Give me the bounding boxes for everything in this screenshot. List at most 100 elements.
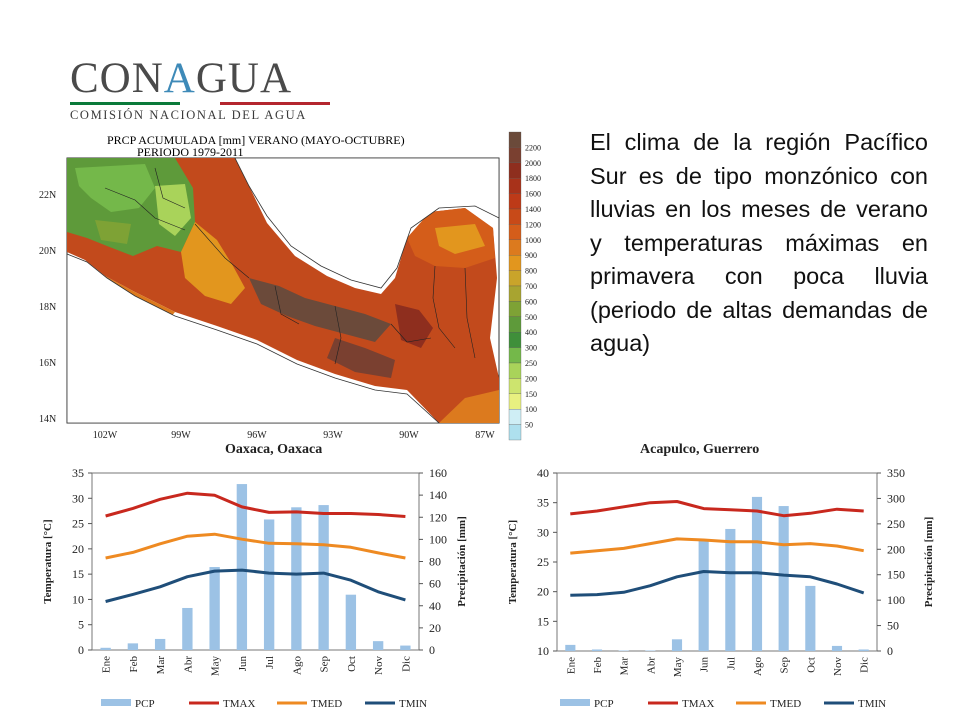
right-tick-label: 120 (429, 510, 447, 524)
lat-label: 14N (39, 414, 56, 425)
pcp-bar (778, 506, 789, 651)
pcp-bar (345, 594, 357, 650)
colorbar-swatch (508, 424, 522, 441)
colorbar-swatch (508, 332, 522, 348)
legend-label: TMAX (223, 698, 255, 710)
category-label: Ago (752, 657, 764, 676)
legend-label: TMED (311, 698, 342, 710)
colorbar-swatch (508, 239, 522, 256)
lon-label: 102W (93, 430, 118, 441)
map-title-line1: PRCP ACUMULADA [mm] VERANO (MAYO-OCTUBRE… (107, 133, 405, 147)
category-label: Feb (128, 656, 140, 673)
lon-label: 90W (399, 430, 419, 441)
pcp-bar (645, 650, 656, 651)
category-label: Nov (373, 656, 385, 675)
pcp-bar (372, 641, 384, 650)
longitude-labels: 102W 99W 96W 93W 90W 87W (93, 430, 496, 441)
logo-wordmark: CONAGUA (70, 55, 293, 102)
tmax-line (105, 491, 406, 518)
left-tick-label: 20 (72, 542, 84, 556)
pcp-bar (209, 567, 220, 650)
left-tick-label: 25 (72, 517, 84, 531)
lat-label: 18N (39, 302, 56, 313)
pcp-bar (100, 647, 111, 650)
legend-label: PCP (594, 698, 614, 710)
pcp-bar (618, 650, 629, 651)
lon-label: 99W (171, 430, 191, 441)
colorbar-label: 500 (525, 313, 537, 322)
category-label: Nov (832, 657, 844, 676)
left-tick-label: 35 (72, 466, 84, 480)
category-label: May (672, 657, 684, 678)
right-tick-label: 60 (429, 577, 441, 591)
colorbar-label: 1600 (525, 190, 541, 199)
right-tick-label: 160 (429, 466, 447, 480)
left-tick-label: 15 (72, 567, 84, 581)
category-label: Sep (319, 656, 331, 673)
pcp-bar (591, 649, 603, 651)
chart-title: Acapulco, Guerrero (640, 442, 760, 457)
left-tick-label: 0 (78, 643, 84, 657)
chart-svg: 10 15 20 25 30 35 40 0 50 100 150 200 250 300 350 Ene Fe… (507, 466, 935, 710)
left-tick-label: 35 (537, 496, 549, 510)
left-tick-label: 10 (72, 592, 84, 606)
right-tick-label: 0 (429, 643, 435, 657)
pcp-bar (671, 639, 683, 651)
right-tick-label: 100 (429, 532, 447, 546)
colorbar-swatch (508, 208, 522, 225)
colorbar-swatch (508, 270, 522, 287)
colorbar-label: 300 (525, 344, 537, 353)
legend-label: PCP (135, 698, 155, 710)
colorbar-swatch (508, 393, 522, 410)
tmin-line (105, 568, 406, 603)
latitude-labels: 22N 20N 18N 16N 14N (39, 190, 56, 425)
right-tick-label: 100 (887, 593, 905, 607)
colorbar-swatch (508, 285, 522, 302)
category-label: Dic (400, 656, 412, 672)
category-label: Jun (699, 657, 711, 673)
right-tick-label: 250 (887, 517, 905, 531)
right-tick-label: 50 (887, 619, 899, 633)
pcp-bar (236, 484, 248, 650)
tmed-line (570, 537, 864, 555)
map-title-line2: PERIODO 1979-2011 (137, 145, 244, 159)
colorbar-swatch (508, 224, 522, 240)
plot-frame (556, 472, 878, 652)
category-label: Ene (101, 656, 113, 673)
lat-label: 16N (39, 358, 56, 369)
colorbar-label: 800 (525, 267, 537, 276)
plot-frame (91, 472, 420, 651)
legend-label: TMAX (682, 698, 714, 710)
category-label: Dic (859, 657, 871, 673)
legend-swatch (101, 699, 131, 706)
right-tick-label: 40 (429, 599, 441, 613)
lon-label: 87W (475, 430, 495, 441)
logo-red-bar (220, 102, 330, 105)
pcp-bar (263, 519, 275, 650)
chart-svg: 0 5 10 15 20 25 30 35 0 20 40 60 80 100 120 140 160 Ene Fe… (42, 466, 468, 710)
category-label: Abr (182, 656, 194, 673)
colorbar-swatch (508, 193, 522, 210)
colorbar-label: 1800 (525, 174, 541, 183)
pcp-bar (698, 539, 709, 651)
tmax-line (570, 500, 864, 518)
left-tick-label: 30 (72, 491, 84, 505)
precipitation-map: PRCP ACUMULADA [mm] VERANO (MAYO-OCTUBRE… (35, 128, 555, 448)
colorbar-swatch (508, 178, 522, 194)
left-tick-label: 20 (537, 585, 549, 599)
pcp-bar (858, 649, 869, 651)
left-tick-label: 25 (537, 555, 549, 569)
tmin-line (570, 570, 865, 597)
chart-title: Oaxaca, Oaxaca (225, 442, 323, 457)
lat-label: 20N (39, 246, 56, 257)
colorbar-label: 200 (525, 374, 537, 383)
colorbar-swatch (508, 255, 522, 271)
right-tick-label: 140 (429, 488, 447, 502)
conagua-logo: CONAGUA COMISIÓN NACIONAL DEL AGUA (70, 56, 335, 126)
logo-subtitle: COMISIÓN NACIONAL DEL AGUA (70, 108, 307, 122)
colorbar-swatch (508, 409, 522, 425)
category-label: Jun (237, 656, 249, 672)
pcp-bar (127, 643, 139, 650)
category-label: Mar (619, 657, 631, 676)
pcp-bar (805, 585, 816, 651)
